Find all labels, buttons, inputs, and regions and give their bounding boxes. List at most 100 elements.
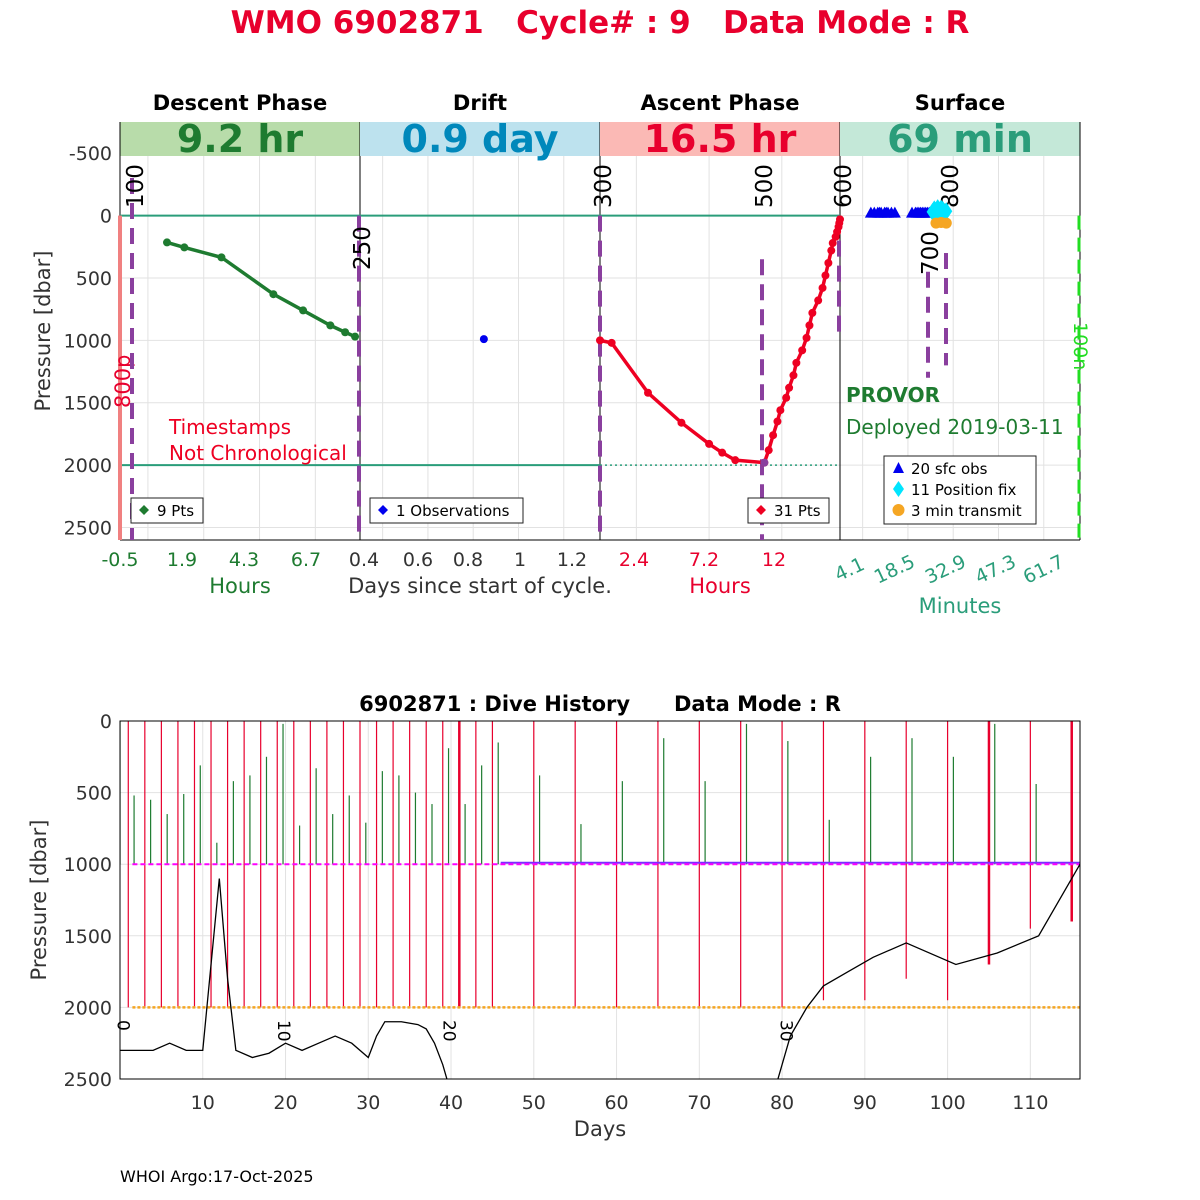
- bottom-depth-line: [777, 863, 1080, 1079]
- x-tick-label: 6.7: [291, 549, 321, 571]
- measurement-label: 500: [752, 164, 778, 208]
- ascent-point: [776, 406, 785, 415]
- ascent-point: [764, 446, 773, 455]
- legend-marker: [378, 505, 388, 515]
- x-tick-label: 40: [439, 1092, 463, 1114]
- x-tick-label: 61.7: [1020, 551, 1068, 589]
- descent-point: [326, 321, 335, 330]
- x-tick-label: 32.9: [922, 551, 970, 589]
- bottom-depth-line: [120, 878, 448, 1079]
- phase-duration: 16.5 hr: [644, 117, 797, 161]
- x-tick-label: 70: [687, 1092, 711, 1114]
- x-axis-label: Days since start of cycle.: [348, 574, 612, 598]
- ascent-point: [827, 246, 836, 255]
- legend-marker: [893, 462, 904, 473]
- y-tick-label: 2000: [64, 455, 112, 477]
- y-tick-label: 2500: [64, 518, 112, 540]
- x-tick-label: 60: [604, 1092, 628, 1114]
- x-axis-label: Days: [574, 1117, 626, 1141]
- y-tick-label: 1000: [64, 330, 112, 352]
- phase-duration: 69 min: [887, 117, 1033, 161]
- x-tick-label: 1.9: [167, 549, 197, 571]
- dive-history-title: 6902871 : Dive History Data Mode : R: [359, 692, 841, 716]
- y-tick-label: 2000: [64, 997, 112, 1019]
- legend-text: 1 Observations: [396, 502, 510, 520]
- measurement-label: 700: [918, 231, 944, 275]
- x-tick-label: 80: [770, 1092, 794, 1114]
- legend-text: 20 sfc obs: [911, 460, 988, 478]
- legend-text: 11 Position fix: [911, 481, 1016, 499]
- ascent-point: [718, 448, 727, 457]
- measurement-label: 100: [123, 164, 149, 208]
- x-tick-label: 1: [514, 549, 526, 571]
- x-tick-label: 7.2: [689, 549, 719, 571]
- y-tick-label: 1500: [64, 926, 112, 948]
- ascent-point: [792, 358, 801, 367]
- phase-title: Ascent Phase: [641, 91, 800, 115]
- x-tick-label: 50: [522, 1092, 546, 1114]
- ascent-point: [824, 258, 833, 267]
- plot-area: [120, 721, 1080, 1079]
- y-tick-label: 1000: [64, 854, 112, 876]
- x-tick-label: 12: [762, 549, 786, 571]
- ascent-point: [808, 308, 817, 317]
- x-tick-label: 110: [1012, 1092, 1048, 1114]
- ascent-point: [828, 239, 837, 248]
- ascent-point: [705, 439, 714, 448]
- ascent-point: [731, 456, 740, 465]
- annotation-line: Not Chronological: [169, 441, 347, 465]
- legend-marker: [893, 481, 904, 497]
- main-title: WMO 6902871 Cycle# : 9 Data Mode : R: [231, 5, 970, 41]
- ascent-point: [769, 431, 778, 440]
- x-axis-label: Hours: [209, 574, 271, 598]
- x-tick-label: 100: [929, 1092, 965, 1114]
- y-tick-label: 2500: [64, 1069, 112, 1091]
- x-tick-label: 47.3: [972, 551, 1020, 589]
- ascent-point: [773, 417, 782, 426]
- x-tick-label: 30: [356, 1092, 380, 1114]
- x-tick-label: 20: [273, 1092, 297, 1114]
- descent-line: [166, 240, 356, 339]
- y-tick-label: 0: [100, 206, 112, 228]
- measurement-label: 800: [938, 164, 964, 208]
- phase-duration: 9.2 hr: [177, 117, 304, 161]
- sfc-obs-triangle: [888, 206, 901, 218]
- plot-frame: [119, 720, 1081, 1080]
- ascent-point: [805, 321, 814, 330]
- measurement-label: 300: [591, 164, 617, 208]
- descent-point: [299, 306, 308, 315]
- ascent-point: [782, 393, 791, 402]
- descent-point: [163, 238, 172, 247]
- x-tick-label: 0.8: [453, 549, 483, 571]
- descent-point: [269, 290, 278, 299]
- ascent-point: [798, 346, 807, 355]
- y-axis-label: Pressure [dbar]: [27, 820, 51, 981]
- x-tick-label: 4.3: [229, 549, 259, 571]
- cycle-label: 30: [776, 1020, 796, 1042]
- phase-title: Drift: [453, 91, 507, 115]
- footer-credit: WHOI Argo:17-Oct-2025: [120, 1167, 314, 1186]
- phase-duration: 0.9 day: [402, 117, 559, 161]
- phase-title: Descent Phase: [153, 91, 327, 115]
- phase-band-0: [120, 122, 360, 156]
- legend-text: 3 min transmit: [911, 502, 1022, 520]
- float-model: PROVOR: [846, 383, 940, 407]
- cycle-label: 20: [439, 1020, 459, 1042]
- cycle-label: 0: [113, 1020, 133, 1031]
- legend-box: [883, 455, 1037, 525]
- phase-title: Surface: [915, 91, 1005, 115]
- descent-point: [217, 253, 226, 262]
- x-tick-label: 2.4: [619, 549, 649, 571]
- x-axis-label: Hours: [689, 574, 751, 598]
- y-tick-label: 1500: [64, 393, 112, 415]
- phase-band-1: [360, 122, 600, 156]
- ascent-point: [644, 388, 652, 397]
- position-fix-diamond: [940, 202, 953, 221]
- measurement-label: 250: [350, 226, 376, 270]
- descent-point: [180, 243, 189, 252]
- transmit-circle: [940, 217, 952, 229]
- cycle-label: 10: [273, 1020, 293, 1042]
- x-tick-label: 10: [191, 1092, 215, 1114]
- ascent-point: [785, 383, 794, 392]
- x-tick-label: 0.6: [403, 549, 433, 571]
